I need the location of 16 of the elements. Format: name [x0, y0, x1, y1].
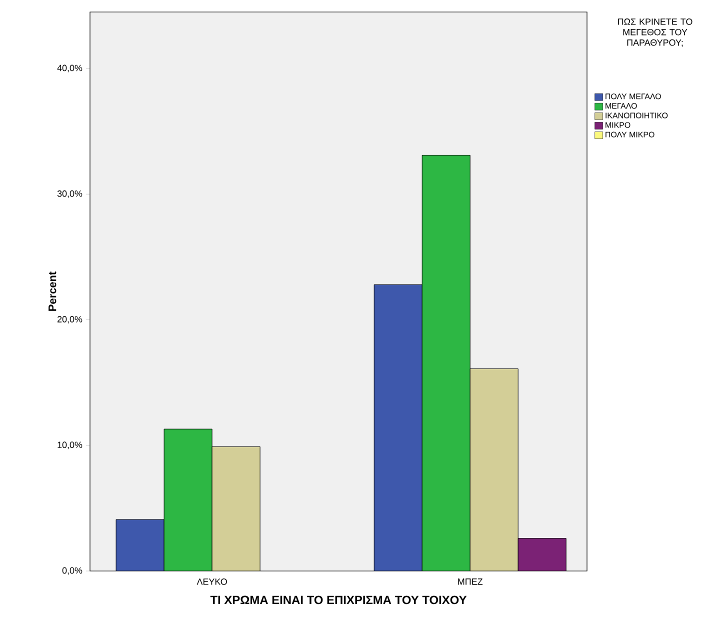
legend-title: ΠΩΣ ΚΡΙΝΕΤΕ ΤΟ ΜΕΓΕΘΟΣ ΤΟΥ ΠΑΡΑΘΥΡΟΥ; — [618, 18, 692, 47]
y-tick-label: 20,0% — [58, 316, 82, 324]
x-tick-label: ΜΠΕΖ — [458, 578, 483, 585]
y-tick-label: 0,0% — [62, 567, 82, 575]
y-tick-label: 40,0% — [57, 64, 82, 72]
bar — [212, 446, 260, 571]
y-axis-title: Percent — [48, 272, 56, 311]
bar — [164, 428, 212, 571]
x-axis-title: ΤΙ ΧΡΩΜΑ ΕΙΝΑΙ ΤΟ ΕΠΙΧΡΙΣΜΑ ΤΟΥ ΤΟΙΧΟΥ — [210, 596, 467, 604]
bar — [470, 368, 518, 571]
bar — [422, 154, 470, 571]
bar — [116, 519, 164, 571]
y-tick-label: 10,0% — [58, 442, 82, 450]
y-tick-label: 30,0% — [57, 190, 82, 198]
bar — [374, 284, 422, 571]
x-tick-label: ΛΕΥΚΟ — [196, 578, 227, 585]
